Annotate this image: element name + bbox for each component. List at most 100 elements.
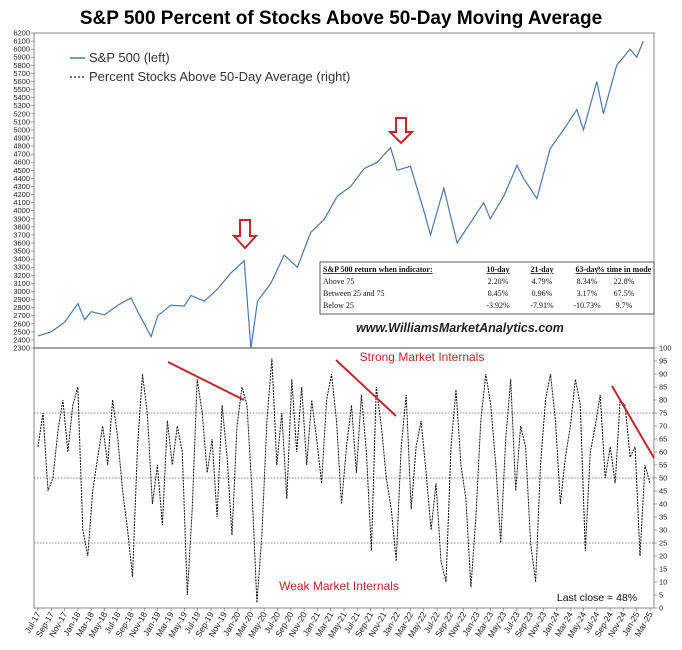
- y2-tick-label: 100: [659, 344, 672, 353]
- down-arrow-icon: [231, 219, 259, 250]
- pct-line: [37, 358, 651, 603]
- return-table: S&P 500 return when indicator: 10-day 21…: [319, 261, 655, 315]
- y-tick-label: 3800: [13, 222, 30, 231]
- table-header-time: % time in mode: [597, 265, 652, 274]
- y-tick-label: 2800: [13, 303, 30, 312]
- y2-tick-label: 15: [659, 565, 667, 574]
- legend: S&P 500 (left) Percent Stocks Above 50-D…: [70, 50, 350, 84]
- y-tick-label: 3200: [13, 271, 30, 280]
- y-tick-label: 4600: [13, 158, 30, 167]
- down-arrow: [231, 219, 259, 250]
- y-tick-label: 5200: [13, 109, 30, 118]
- y2-tick-label: 55: [659, 461, 667, 470]
- y-tick-label: 5600: [13, 77, 30, 86]
- upper-axis: 2300240025002600270028002900300031003200…: [13, 29, 34, 353]
- y2-tick-label: 85: [659, 383, 667, 392]
- y2-tick-label: 95: [659, 357, 667, 366]
- y2-tick-label: 35: [659, 513, 667, 522]
- table-cell: 22.8%: [614, 277, 635, 286]
- watermark-url: www.WilliamsMarketAnalytics.com: [356, 321, 564, 335]
- table-cell: -3.92%: [486, 301, 510, 310]
- y-tick-label: 3000: [13, 287, 30, 296]
- y2-tick-label: 20: [659, 552, 667, 561]
- y-tick-label: 6200: [13, 29, 30, 38]
- y-tick-label: 3700: [13, 230, 30, 239]
- sp500-line: [37, 40, 644, 349]
- lower-axis: 0 5 10 15 20 25 30 35 40 45 50 55 60 65 70 75 80 85 90 95 10…: [654, 344, 672, 613]
- y2-tick-label: 75: [659, 409, 667, 418]
- y2-tick-label: 10: [659, 578, 667, 587]
- trend-line: [335, 359, 397, 417]
- y-tick-label: 2600: [13, 319, 30, 328]
- y2-tick-label: 70: [659, 422, 667, 431]
- y-tick-label: 5900: [13, 53, 30, 62]
- trend-line: [167, 361, 245, 401]
- y-tick-label: 5000: [13, 125, 30, 134]
- table-cell: -10.73%: [573, 301, 601, 310]
- table-row-label: Above 75: [323, 277, 354, 286]
- y2-tick-label: 60: [659, 448, 667, 457]
- y-tick-label: 4900: [13, 134, 30, 143]
- table-cell: 8.34%: [577, 277, 598, 286]
- trend-line: [611, 385, 655, 459]
- y-tick-label: 3600: [13, 239, 30, 248]
- y-tick-label: 2300: [13, 344, 30, 353]
- y-tick-label: 4000: [13, 206, 30, 215]
- y-tick-label: 5400: [13, 93, 30, 102]
- down-arrow-icon: [387, 117, 415, 145]
- chart-title: S&P 500 Percent of Stocks Above 50-Day M…: [80, 8, 602, 29]
- y2-tick-label: 40: [659, 500, 667, 509]
- x-axis: Jul-17Sep-17Nov-17Jan-18Mar-18May-18Jul-…: [22, 608, 655, 640]
- weak-internals-label: Weak Market Internals: [279, 579, 399, 593]
- y2-tick-label: 80: [659, 396, 667, 405]
- y-tick-label: 3900: [13, 214, 30, 223]
- y-tick-label: 4500: [13, 166, 30, 175]
- y-tick-label: 5700: [13, 69, 30, 78]
- return-table-box: [319, 261, 655, 315]
- y-tick-label: 5500: [13, 85, 30, 94]
- y-tick-label: 4700: [13, 150, 30, 159]
- table-cell: 0.45%: [488, 289, 509, 298]
- y-tick-label: 2400: [13, 335, 30, 344]
- y2-tick-label: 0: [659, 604, 663, 613]
- table-cell: -7.91%: [530, 301, 554, 310]
- table-cell: 9.7%: [616, 301, 633, 310]
- table-row-label: Between 25 and 75: [323, 289, 385, 298]
- last-close-label: Last close = 48%: [557, 592, 637, 604]
- y-tick-label: 3500: [13, 247, 30, 256]
- y-tick-label: 5800: [13, 61, 30, 70]
- y-tick-label: 4300: [13, 182, 30, 191]
- y-tick-label: 3300: [13, 263, 30, 272]
- strong-internals-label: Strong Market Internals: [360, 350, 485, 364]
- y-tick-label: 4400: [13, 174, 30, 183]
- y-tick-label: 2500: [13, 327, 30, 336]
- y2-tick-label: 25: [659, 539, 667, 548]
- legend-sp500-label: S&P 500 (left): [89, 50, 170, 65]
- y-tick-label: 2700: [13, 311, 30, 320]
- y-tick-label: 6100: [13, 37, 30, 46]
- y-tick-label: 2900: [13, 295, 30, 304]
- y-tick-label: 3400: [13, 255, 30, 264]
- table-header-10day: 10-day: [486, 265, 509, 274]
- table-header-63day: 63-day: [575, 265, 598, 274]
- y2-tick-label: 45: [659, 487, 667, 496]
- y2-tick-label: 50: [659, 474, 667, 483]
- legend-pct-label: Percent Stocks Above 50-Day Average (rig…: [89, 69, 350, 84]
- y-tick-label: 4100: [13, 198, 30, 207]
- table-cell: 67.5%: [614, 289, 635, 298]
- table-header-21day: 21-day: [530, 265, 553, 274]
- table-cell: 3.17%: [577, 289, 598, 298]
- down-arrow: [387, 117, 415, 145]
- y2-tick-label: 90: [659, 370, 667, 379]
- table-cell: 0.96%: [532, 289, 553, 298]
- table-cell: 4.79%: [532, 277, 553, 286]
- table-cell: 2.20%: [488, 277, 509, 286]
- y-tick-label: 3100: [13, 279, 30, 288]
- y-tick-label: 4800: [13, 142, 30, 151]
- y-tick-label: 5100: [13, 117, 30, 126]
- y2-tick-label: 5: [659, 591, 663, 600]
- y-tick-label: 6000: [13, 45, 30, 54]
- y-tick-label: 5300: [13, 101, 30, 110]
